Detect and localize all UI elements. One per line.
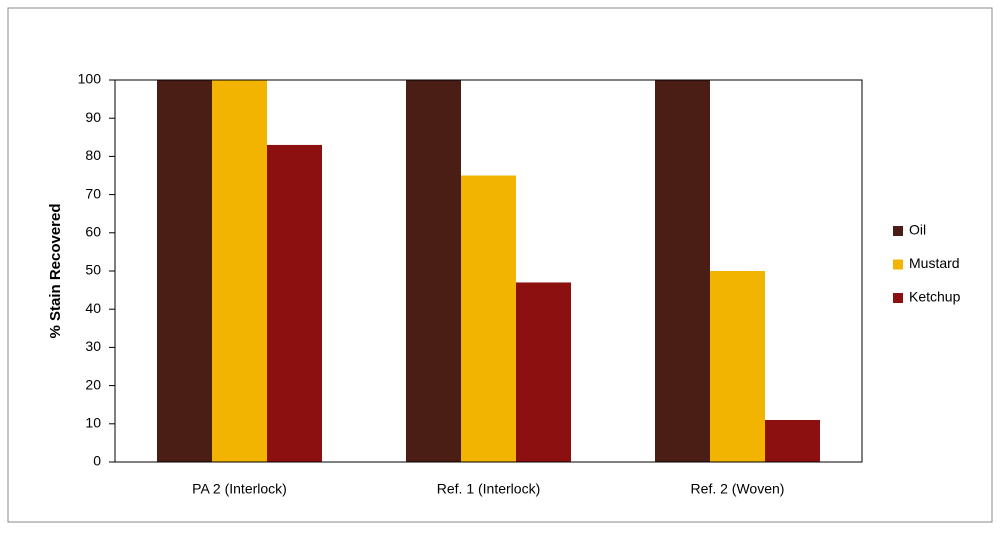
y-tick-label: 90: [85, 109, 101, 125]
x-tick-label: Ref. 1 (Interlock): [437, 481, 540, 497]
x-tick-label: Ref. 2 (Woven): [691, 481, 785, 497]
bar: [406, 80, 461, 462]
y-tick-label: 20: [85, 376, 101, 392]
y-tick-label: 30: [85, 338, 101, 354]
legend-swatch: [893, 259, 903, 270]
bar: [655, 80, 710, 462]
y-tick-label: 40: [85, 300, 101, 316]
plot-frame: [114, 79, 863, 463]
y-tick-label: 10: [85, 415, 101, 431]
legend-swatch: [893, 226, 903, 236]
legend-label: Mustard: [909, 255, 960, 271]
bar: [267, 144, 322, 462]
legend-swatch: [893, 293, 903, 303]
y-tick-label: 100: [78, 71, 102, 87]
x-tick-label: PA 2 (Interlock): [192, 481, 287, 497]
y-tick-label: 0: [93, 453, 101, 469]
bar: [461, 175, 516, 462]
bar: [157, 80, 212, 462]
y-tick-label: 70: [85, 185, 101, 201]
bar: [710, 271, 765, 462]
legend-label: Oil: [909, 222, 926, 238]
bar: [212, 80, 267, 462]
y-tick-label: 80: [85, 147, 101, 163]
legend-label: Ketchup: [909, 289, 961, 305]
bar: [765, 419, 820, 462]
y-tick-label: 50: [85, 262, 101, 278]
bar: [516, 282, 571, 462]
y-tick-label: 60: [85, 224, 101, 240]
y-axis-label: % Stain Recovered: [47, 203, 64, 338]
